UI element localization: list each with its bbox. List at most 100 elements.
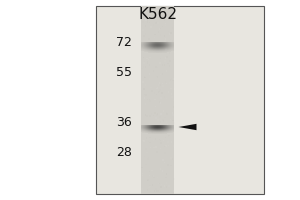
Bar — [160, 74, 161, 75]
Bar — [147, 180, 148, 181]
Bar — [160, 148, 161, 149]
Bar — [157, 190, 159, 192]
Bar — [154, 112, 156, 114]
Bar — [165, 181, 166, 182]
Bar — [151, 131, 153, 133]
Bar — [152, 17, 153, 18]
Bar — [159, 145, 161, 146]
Bar — [154, 190, 155, 192]
Bar — [168, 185, 170, 187]
Bar — [152, 127, 154, 129]
Bar — [152, 56, 154, 58]
Bar — [143, 57, 144, 58]
Bar — [148, 162, 149, 163]
Bar — [174, 98, 176, 100]
Bar — [165, 17, 167, 18]
Bar — [147, 20, 148, 22]
Bar — [149, 185, 151, 187]
Bar — [174, 122, 175, 124]
Bar — [147, 8, 148, 9]
Text: 72: 72 — [116, 36, 132, 49]
Bar — [154, 13, 156, 15]
Bar — [163, 120, 164, 122]
Bar — [172, 40, 173, 42]
Bar — [154, 99, 156, 100]
Bar — [145, 148, 147, 150]
Bar — [167, 155, 168, 157]
Bar — [161, 15, 163, 17]
Bar — [151, 90, 153, 92]
Bar — [155, 66, 157, 68]
Bar — [156, 190, 158, 192]
Bar — [172, 9, 173, 11]
Bar — [160, 58, 161, 59]
Bar — [170, 129, 172, 130]
Bar — [141, 6, 174, 194]
Bar — [165, 33, 167, 35]
Bar — [157, 22, 159, 24]
Bar — [170, 88, 172, 89]
Bar — [147, 99, 148, 100]
Bar — [166, 182, 167, 184]
Bar — [161, 7, 162, 9]
Bar — [153, 70, 154, 72]
Bar — [145, 84, 146, 86]
Bar — [173, 5, 175, 7]
Bar — [145, 114, 146, 116]
Bar — [164, 146, 166, 147]
Bar — [144, 9, 145, 11]
Bar — [141, 10, 142, 12]
Bar — [145, 66, 146, 68]
Bar — [160, 168, 161, 170]
Bar — [165, 81, 166, 83]
Bar — [166, 186, 167, 188]
Bar — [150, 87, 152, 88]
Bar — [142, 175, 143, 176]
Bar — [142, 140, 144, 141]
Bar — [169, 108, 171, 110]
Bar — [156, 76, 158, 77]
Bar — [160, 16, 162, 17]
Bar — [165, 62, 166, 64]
Bar — [165, 177, 167, 178]
Bar — [162, 119, 164, 121]
Bar — [144, 94, 145, 95]
Bar — [158, 91, 159, 93]
Bar — [145, 164, 147, 165]
Bar — [167, 164, 169, 166]
Bar — [151, 24, 152, 25]
Bar — [164, 40, 166, 42]
Bar — [160, 140, 161, 141]
Bar — [170, 119, 171, 120]
Bar — [165, 137, 166, 138]
Bar — [142, 45, 144, 47]
Bar — [143, 66, 144, 68]
Bar — [164, 162, 165, 163]
Bar — [173, 178, 175, 180]
Bar — [143, 125, 145, 127]
Bar — [159, 82, 160, 84]
Bar — [149, 64, 151, 66]
Bar — [161, 109, 162, 110]
Bar — [162, 170, 163, 172]
Bar — [156, 151, 158, 153]
Bar — [149, 158, 151, 159]
Bar — [167, 124, 168, 126]
Bar — [170, 50, 172, 52]
Bar — [172, 112, 173, 114]
Bar — [162, 129, 163, 131]
Bar — [172, 158, 173, 160]
Bar — [171, 93, 172, 95]
Bar — [143, 35, 145, 37]
Bar — [162, 83, 163, 84]
Bar — [144, 97, 146, 99]
Bar — [148, 99, 150, 100]
Bar — [154, 37, 155, 38]
Bar — [147, 10, 148, 12]
Bar — [164, 19, 166, 21]
Bar — [160, 84, 161, 86]
Bar — [146, 152, 148, 153]
Bar — [169, 33, 170, 35]
Bar — [160, 28, 161, 29]
Bar — [144, 41, 146, 42]
